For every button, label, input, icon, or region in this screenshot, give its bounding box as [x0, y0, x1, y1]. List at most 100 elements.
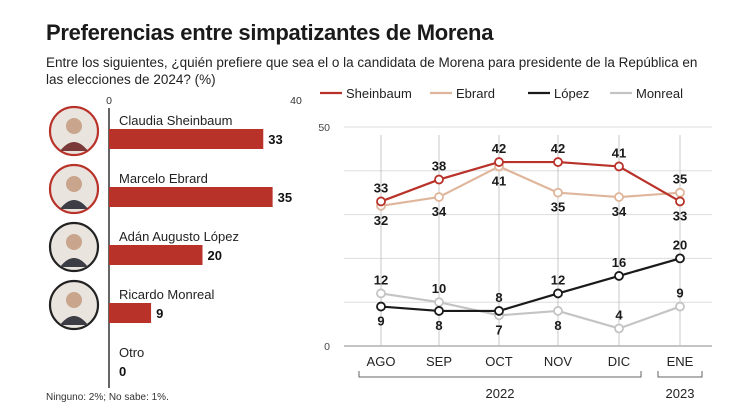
chart-title: Preferencias entre simpatizantes de More… — [46, 20, 494, 45]
data-point — [614, 192, 624, 202]
data-label: 12 — [374, 272, 388, 287]
x-tick-label: NOV — [544, 354, 573, 369]
bar-tick-label: 0 — [106, 95, 112, 107]
bar-tick-label: 40 — [290, 95, 302, 107]
legend-label: Monreal — [636, 86, 683, 101]
data-point — [614, 271, 624, 281]
data-point — [614, 323, 624, 334]
bar-category-label: Otro — [119, 345, 144, 360]
data-label: 9 — [377, 314, 384, 329]
data-point — [434, 306, 444, 316]
data-point — [376, 301, 386, 312]
chart-subtitle: Entre los siguientes, ¿quién prefiere qu… — [46, 55, 698, 87]
data-label: 16 — [612, 255, 626, 270]
x-tick-label: ENE — [667, 354, 694, 369]
bar-category-label: Ricardo Monreal — [119, 287, 214, 302]
photo-head — [66, 118, 82, 134]
data-label: 7 — [495, 322, 502, 337]
year-label: 2022 — [486, 386, 515, 401]
data-point — [614, 161, 624, 172]
data-point — [434, 297, 444, 308]
data-point — [553, 306, 563, 316]
data-label: 20 — [673, 237, 687, 252]
bar-category-label: Claudia Sheinbaum — [119, 113, 232, 128]
bar-value-label: 0 — [119, 364, 126, 379]
data-point — [553, 187, 563, 198]
data-label: 38 — [432, 159, 446, 174]
bar-category-label: Marcelo Ebrard — [119, 171, 208, 186]
data-label: 12 — [551, 272, 565, 287]
bar-value-label: 20 — [208, 248, 222, 263]
data-label: 42 — [551, 141, 565, 156]
bar — [109, 303, 152, 323]
series-line-ebrard — [380, 165, 681, 207]
data-label: 41 — [492, 173, 506, 188]
year-bracket-line — [358, 371, 642, 378]
y-tick-label: 50 — [318, 122, 330, 134]
bar — [109, 187, 273, 207]
monreal-photo-icon — [48, 279, 100, 331]
data-label: 42 — [492, 141, 506, 156]
year-bracket — [358, 371, 642, 378]
year-label: 2023 — [666, 386, 695, 401]
bar-chart: 0 40 Claudia Sheinbaum 33 Marcelo Ebrard 35 Ad… — [48, 95, 302, 388]
ebrard-photo-icon — [48, 163, 100, 215]
legend-label: Ebrard — [456, 86, 495, 101]
photo-shoulders — [60, 200, 88, 209]
data-label: 35 — [673, 172, 687, 187]
data-label: 33 — [673, 208, 687, 223]
photo-shoulders — [60, 258, 88, 267]
data-label: 8 — [435, 318, 442, 333]
bar-value-label: 33 — [268, 132, 282, 147]
legend-label: López — [554, 86, 589, 101]
bar — [109, 245, 203, 265]
bar-value-label: 35 — [278, 190, 292, 205]
bar-category-label: Adán Augusto López — [119, 229, 239, 244]
data-label: 33 — [374, 180, 388, 195]
data-point — [434, 174, 444, 185]
legend-label: Sheinbaum — [346, 86, 412, 101]
x-tick-label: SEP — [426, 354, 452, 369]
photo-head — [66, 234, 82, 250]
data-point — [376, 288, 386, 299]
sheinbaum-photo-icon — [48, 105, 100, 157]
photo-head — [66, 292, 82, 308]
bar-value-label: 9 — [156, 306, 163, 321]
photo-shoulders — [60, 316, 88, 325]
data-label: 35 — [551, 200, 565, 215]
x-tick-label: OCT — [485, 354, 513, 369]
data-label: 32 — [374, 213, 388, 228]
data-point — [675, 253, 685, 264]
series-line-lópez — [380, 257, 681, 313]
data-label: 34 — [432, 204, 447, 219]
footnote: Ninguno: 2%; No sabe: 1%. — [46, 392, 169, 403]
data-point — [376, 196, 386, 207]
x-tick-label: AGO — [367, 354, 396, 369]
series-line-monreal — [380, 292, 681, 330]
series-line-sheinbaum — [380, 160, 681, 203]
data-point — [553, 288, 563, 299]
data-label: 10 — [432, 281, 446, 296]
data-point — [494, 157, 504, 167]
data-label: 4 — [615, 307, 623, 322]
photo-shoulders — [60, 142, 88, 151]
y-tick-label: 0 — [324, 341, 330, 353]
data-label: 9 — [676, 286, 683, 301]
data-point — [675, 187, 685, 198]
data-point — [553, 157, 563, 167]
photo-head — [66, 176, 82, 192]
data-label: 8 — [495, 290, 502, 305]
data-point — [675, 196, 685, 207]
bar — [109, 129, 264, 149]
data-point — [675, 301, 685, 312]
year-bracket-line — [657, 371, 703, 378]
x-tick-label: DIC — [608, 354, 630, 369]
data-label: 41 — [612, 145, 626, 160]
data-point — [494, 306, 504, 316]
data-point — [434, 192, 444, 202]
data-label: 34 — [612, 204, 627, 219]
lopez-photo-icon — [48, 221, 100, 273]
data-label: 8 — [554, 318, 561, 333]
year-bracket — [657, 371, 703, 378]
